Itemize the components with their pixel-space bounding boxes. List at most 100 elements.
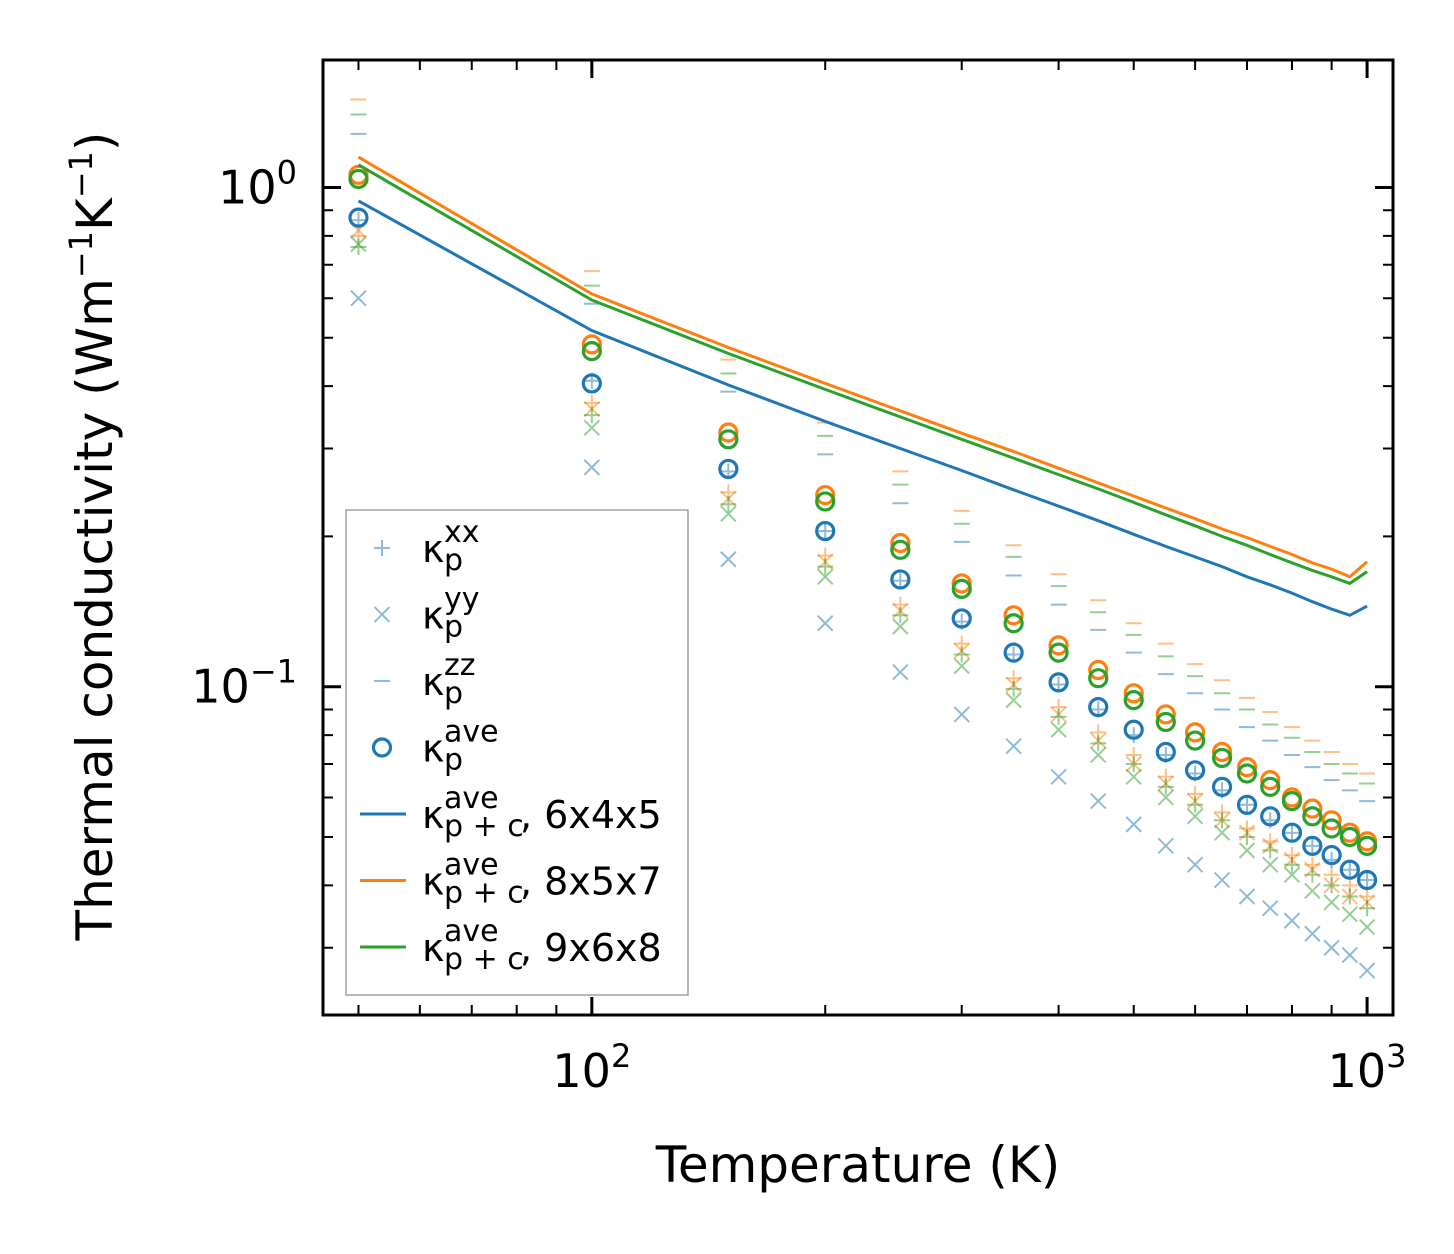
kave-blue-marker-950 (1339, 859, 1360, 880)
kyy-blue-marker-700 (1238, 888, 1256, 905)
y-axis-title: Thermal conductivity (Wm−1K−1) (62, 132, 124, 942)
legend-superscript: ave (444, 781, 499, 816)
x-tick-label-100: 102 (552, 1037, 631, 1098)
kyy-blue-marker-500 (1125, 816, 1142, 833)
kave-orange-marker-600 (1185, 722, 1206, 743)
kxx-blue-marker-800 (1283, 824, 1300, 841)
kave-green-marker-950 (1339, 826, 1360, 848)
x-tick-label-1000: 103 (1328, 1037, 1407, 1098)
kave-blue-marker-200 (815, 520, 836, 542)
legend-superscript: xx (444, 515, 480, 550)
legend-symbol: κ (422, 727, 444, 771)
kxx-blue-marker-850 (1304, 837, 1321, 854)
kave-green-marker-800 (1281, 791, 1303, 812)
tick-label-base: 10 (218, 160, 277, 214)
plot-frame (321, 58, 1395, 1017)
kyy-green-marker-850 (1304, 882, 1321, 900)
legend-entry-1: κ pyy (373, 582, 480, 645)
y-tick-label-1: 100 (218, 153, 297, 214)
kyy-blue-marker-100 (583, 459, 601, 476)
kxx-blue-marker-1000 (1359, 872, 1376, 889)
legend-symbol: κ (422, 860, 444, 904)
legend-subscript: p + c (444, 942, 524, 977)
kave-orange-marker-350 (1003, 605, 1024, 626)
kave-blue-marker-350 (1003, 642, 1024, 663)
kyy-green-marker-450 (1090, 746, 1107, 764)
kave-green-marker-450 (1088, 668, 1109, 689)
legend-suffix: , 9x6x8 (520, 926, 662, 970)
legend-circle-marker (371, 737, 393, 758)
kave-blue-marker-100 (581, 373, 602, 394)
kave-orange-marker-100 (581, 334, 602, 355)
kave-orange-marker-900 (1321, 810, 1342, 831)
tick-label-exp: −1 (250, 653, 297, 691)
kxx-green-marker-1000 (1359, 900, 1376, 917)
legend-subscript: p (444, 743, 463, 778)
kave-blue-marker-900 (1321, 844, 1342, 866)
kxx-blue-marker-700 (1239, 796, 1255, 813)
kave-blue-marker-450 (1088, 697, 1109, 718)
y-axis-title-base: Thermal conductivity (Wm (66, 278, 124, 941)
kyy-green-marker-700 (1238, 842, 1256, 859)
legend-subscript: p + c (444, 876, 524, 911)
kyy-blue-marker-150 (720, 551, 737, 568)
tick-label-exp: 3 (1386, 1037, 1406, 1075)
kyy-blue-marker-200 (817, 615, 834, 632)
kave-blue-marker-700 (1236, 794, 1258, 815)
y-axis-title-exp1: −1 (62, 231, 100, 278)
kyy-green-marker-350 (1005, 691, 1022, 709)
kxx-green-marker-850 (1304, 866, 1321, 883)
legend-superscript: ave (444, 914, 499, 949)
kyy-blue-marker-850 (1304, 925, 1321, 942)
kyy-green-marker-100 (583, 419, 601, 437)
legend-suffix: , 8x5x7 (520, 860, 662, 904)
kave-green-marker-200 (815, 491, 836, 512)
kyy-green-marker-1000 (1358, 918, 1376, 936)
kave-blue-marker-650 (1211, 776, 1233, 797)
kave-orange-marker-200 (815, 484, 836, 506)
line-8x5x7 (357, 155, 1369, 579)
kyy-blue-marker-1000 (1358, 962, 1376, 979)
kyy-blue-marker-650 (1213, 871, 1231, 889)
kyy-blue-marker-250 (892, 663, 909, 681)
legend-symbol: κ (422, 594, 444, 638)
legend-box (345, 509, 689, 996)
legend-subscript: p (444, 676, 463, 711)
kxx-green-marker-300 (953, 646, 970, 663)
tick-label-base: 10 (552, 1044, 611, 1098)
legend-plus-marker (374, 540, 390, 556)
kxx-blue-marker-200 (817, 523, 834, 540)
kxx-green-marker-400 (1050, 708, 1067, 725)
kave-blue-marker-300 (951, 608, 972, 629)
kave-green-marker-600 (1185, 730, 1206, 751)
kave-blue-marker-250 (890, 569, 911, 590)
kxx-green-marker-950 (1341, 888, 1358, 905)
kave-green-marker-850 (1302, 806, 1323, 827)
kxx-blue-marker-950 (1341, 861, 1358, 878)
kave-blue-marker-550 (1155, 741, 1176, 763)
legend-symbol: κ (422, 793, 444, 837)
y-axis-title-end: ) (66, 132, 124, 152)
legend-subscript: p + c (444, 809, 524, 844)
kave-green-marker-500 (1123, 690, 1144, 711)
kyy-blue-marker-50 (350, 289, 367, 307)
kave-orange-marker-550 (1155, 704, 1176, 725)
kave-blue-marker-1000 (1356, 869, 1378, 891)
kyy-blue-marker-800 (1283, 912, 1301, 929)
kyy-blue-marker-950 (1341, 946, 1359, 964)
kyy-blue-marker-750 (1262, 900, 1279, 917)
kxx-green-marker-250 (892, 607, 909, 624)
kxx-green-marker-100 (583, 407, 600, 424)
kyy-green-marker-900 (1323, 894, 1340, 911)
kxx-blue-marker-250 (892, 572, 909, 589)
legend-subscript: p (444, 543, 463, 578)
kave-green-marker-1000 (1356, 835, 1378, 856)
kave-orange-marker-500 (1123, 683, 1144, 704)
kyy-blue-marker-550 (1157, 837, 1175, 855)
kave-blue-marker-600 (1185, 760, 1206, 781)
kave-green-marker-150 (718, 429, 739, 450)
